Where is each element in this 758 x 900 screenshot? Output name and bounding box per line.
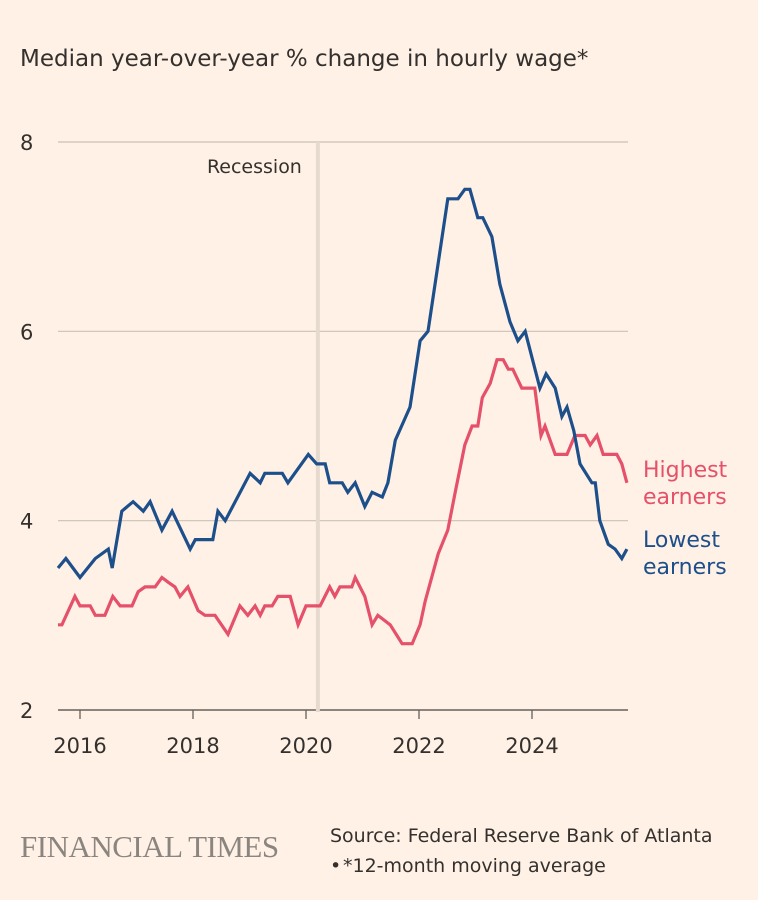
series-label: earners — [643, 485, 727, 510]
x-tick-label: 2016 — [53, 734, 106, 758]
y-axis: 8 6 4 2 — [20, 131, 33, 723]
footnote: *12-month moving average — [343, 855, 606, 877]
chart-title: Median year-over-year % change in hourly… — [20, 46, 588, 72]
series-label: Lowest — [643, 528, 720, 553]
y-tick-label: 2 — [20, 699, 33, 723]
y-tick-label: 6 — [20, 320, 33, 344]
x-tick-label: 2018 — [166, 734, 219, 758]
ft-logo: FINANCIAL TIMES — [20, 829, 279, 864]
gridlines — [58, 141, 628, 711]
recession-band — [315, 142, 320, 712]
y-tick-label: 8 — [20, 131, 33, 155]
series-line-highest — [58, 358, 629, 646]
series-label: Highest — [643, 458, 728, 483]
series-line-lowest — [56, 187, 629, 581]
series-lines — [56, 187, 629, 646]
x-axis: 2016 2018 2020 2022 2024 — [53, 710, 559, 758]
recession-label: Recession — [207, 156, 302, 178]
source-note: Source: Federal Reserve Bank of Atlanta — [330, 825, 713, 847]
x-tick-label: 2024 — [505, 734, 558, 758]
footnote-bullet: • — [330, 855, 341, 877]
x-tick-label: 2020 — [279, 734, 332, 758]
y-tick-label: 4 — [20, 510, 33, 534]
x-tick-label: 2022 — [392, 734, 445, 758]
series-label: earners — [643, 555, 727, 580]
